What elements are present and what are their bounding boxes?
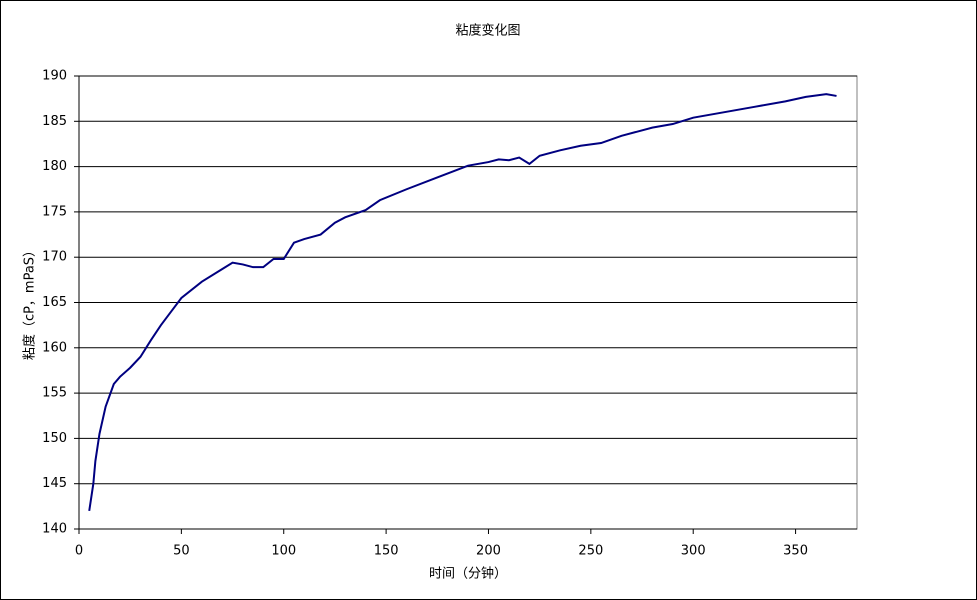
chart-title: 粘度变化图 [455, 23, 520, 39]
y-tick-label: 165 [42, 295, 67, 310]
x-tick-label: 0 [75, 544, 83, 559]
y-tick-label: 150 [42, 431, 67, 446]
x-tick-label: 200 [476, 544, 501, 559]
x-tick-label: 350 [783, 544, 808, 559]
y-tick-label: 175 [42, 204, 67, 219]
y-tick-label: 145 [42, 476, 67, 491]
y-tick-label: 155 [42, 386, 67, 401]
x-tick-label: 300 [681, 544, 706, 559]
data-line [88, 93, 837, 512]
x-tick-label: 50 [173, 544, 190, 559]
y-tick-label: 160 [42, 340, 67, 355]
x-tick-label: 100 [271, 544, 296, 559]
x-axis-label: 时间（分钟） [429, 566, 507, 582]
y-tick-label: 180 [42, 159, 67, 174]
y-tick-label: 190 [42, 69, 67, 84]
y-tick-label: 170 [42, 250, 67, 265]
x-tick-label: 250 [578, 544, 603, 559]
y-tick-label: 185 [42, 114, 67, 129]
y-axis-label: 粘度（cP，mPaS） [22, 244, 38, 360]
y-tick-label: 140 [42, 522, 67, 537]
x-tick-label: 150 [374, 544, 399, 559]
